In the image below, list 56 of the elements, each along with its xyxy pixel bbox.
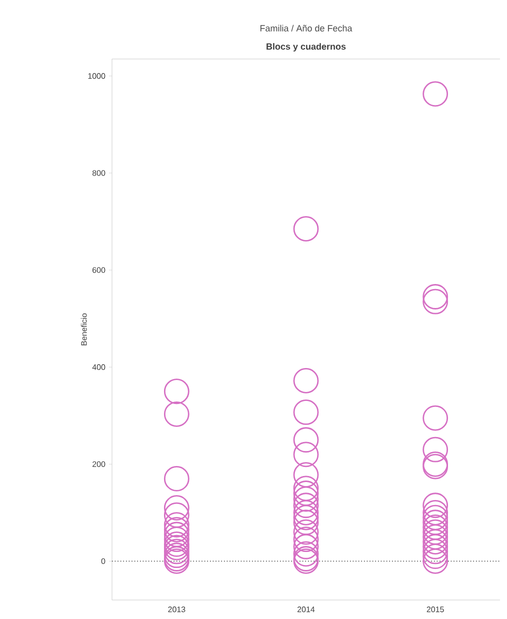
point — [293, 534, 319, 560]
point — [164, 378, 190, 404]
point — [164, 401, 190, 427]
point — [422, 492, 448, 518]
point — [293, 476, 319, 502]
point — [422, 524, 448, 550]
point — [164, 512, 190, 538]
point — [293, 400, 319, 425]
point — [422, 529, 448, 554]
point — [293, 526, 319, 552]
point — [293, 500, 319, 526]
point — [422, 510, 448, 536]
y-tick-label: 0 — [101, 558, 106, 564]
point — [164, 495, 190, 521]
point — [422, 500, 448, 526]
point — [293, 442, 319, 468]
y-axis-title: Beneficio — [80, 313, 87, 346]
point — [164, 516, 190, 542]
point — [422, 538, 448, 564]
point — [422, 288, 448, 314]
point — [293, 480, 319, 506]
point — [422, 81, 448, 107]
y-tick-label: 400 — [92, 364, 106, 370]
point — [293, 510, 319, 536]
point — [422, 548, 448, 574]
point — [293, 492, 319, 518]
point — [293, 462, 319, 488]
y-tick-label: 600 — [92, 267, 106, 273]
point — [293, 541, 319, 567]
point — [422, 514, 448, 540]
point — [293, 519, 319, 545]
point — [293, 427, 319, 453]
point — [293, 504, 319, 530]
point — [293, 486, 319, 512]
x-tick-label: 2015 — [426, 606, 444, 612]
point — [164, 522, 190, 548]
y-tick-label: 200 — [92, 461, 106, 467]
point — [422, 519, 448, 545]
point — [164, 466, 190, 492]
point — [422, 544, 448, 570]
y-tick-label: 1000 — [88, 73, 106, 79]
point — [293, 368, 319, 394]
x-tick-label: 2014 — [298, 606, 315, 612]
chart-title: Familia / Año de Fecha — [260, 24, 352, 32]
chart-subtitle: Blocs y cuadernos — [266, 43, 346, 52]
y-tick-label: 800 — [92, 170, 106, 176]
point — [293, 216, 319, 242]
x-tick-label: 2013 — [168, 606, 186, 612]
point — [164, 526, 190, 552]
point — [164, 502, 190, 528]
point — [422, 405, 448, 431]
point — [422, 436, 448, 462]
point — [422, 284, 448, 310]
point — [164, 538, 190, 564]
point — [422, 504, 448, 530]
point — [422, 534, 448, 560]
